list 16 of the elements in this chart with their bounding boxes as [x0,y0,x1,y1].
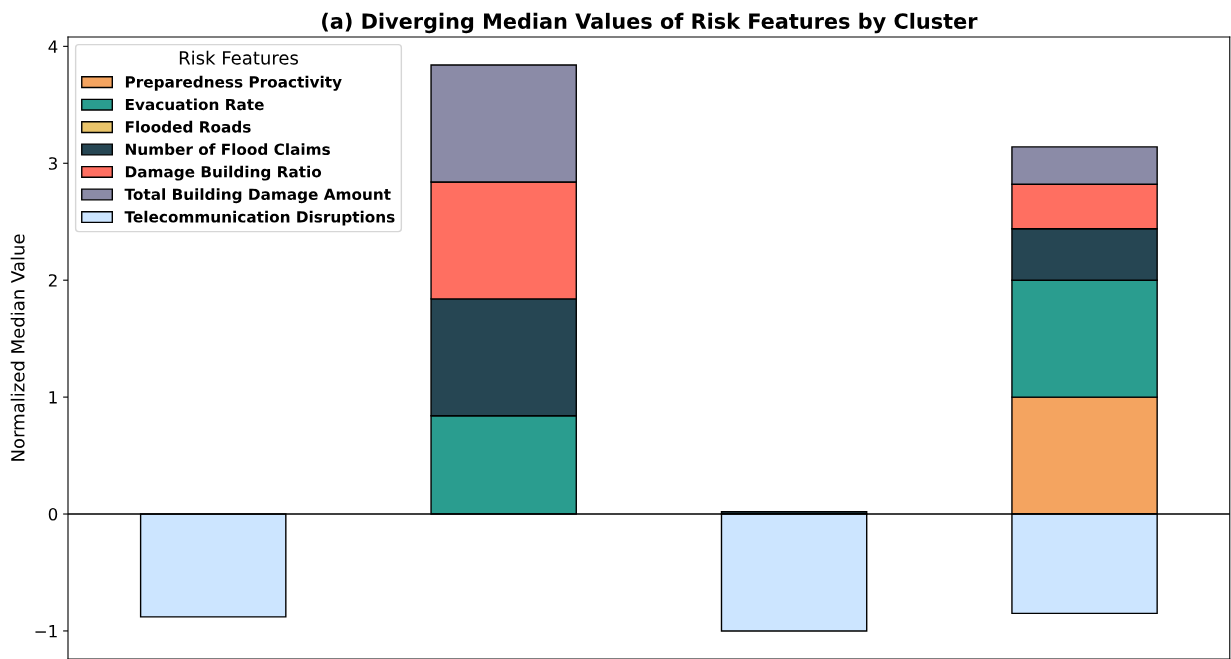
legend-label: Damage Building Ratio [125,165,322,181]
y-tick-label: 1 [49,391,57,404]
legend-label: Preparedness Proactivity [125,75,342,91]
legend-label: Total Building Damage Amount [124,188,391,204]
y-tick-label: 0 [48,507,58,521]
y-tick-label: −1 [35,625,57,638]
legend-label: Evacuation Rate [125,98,264,111]
legend-title: Risk Features [179,50,298,65]
legend-label: Telecommunication Disruptions [124,210,395,226]
y-tick-label: 3 [48,157,57,170]
legend-label: Flooded Roads [125,120,251,133]
legend-label: Number of Flood Claims [125,143,330,156]
y-axis-title: Normalized Median Value [10,234,25,461]
y-tick-label: 4 [48,40,58,53]
y-tick-label: 2 [48,274,57,287]
chart-title: (a) Diverging Median Values of Risk Features by Cluster [322,12,978,34]
